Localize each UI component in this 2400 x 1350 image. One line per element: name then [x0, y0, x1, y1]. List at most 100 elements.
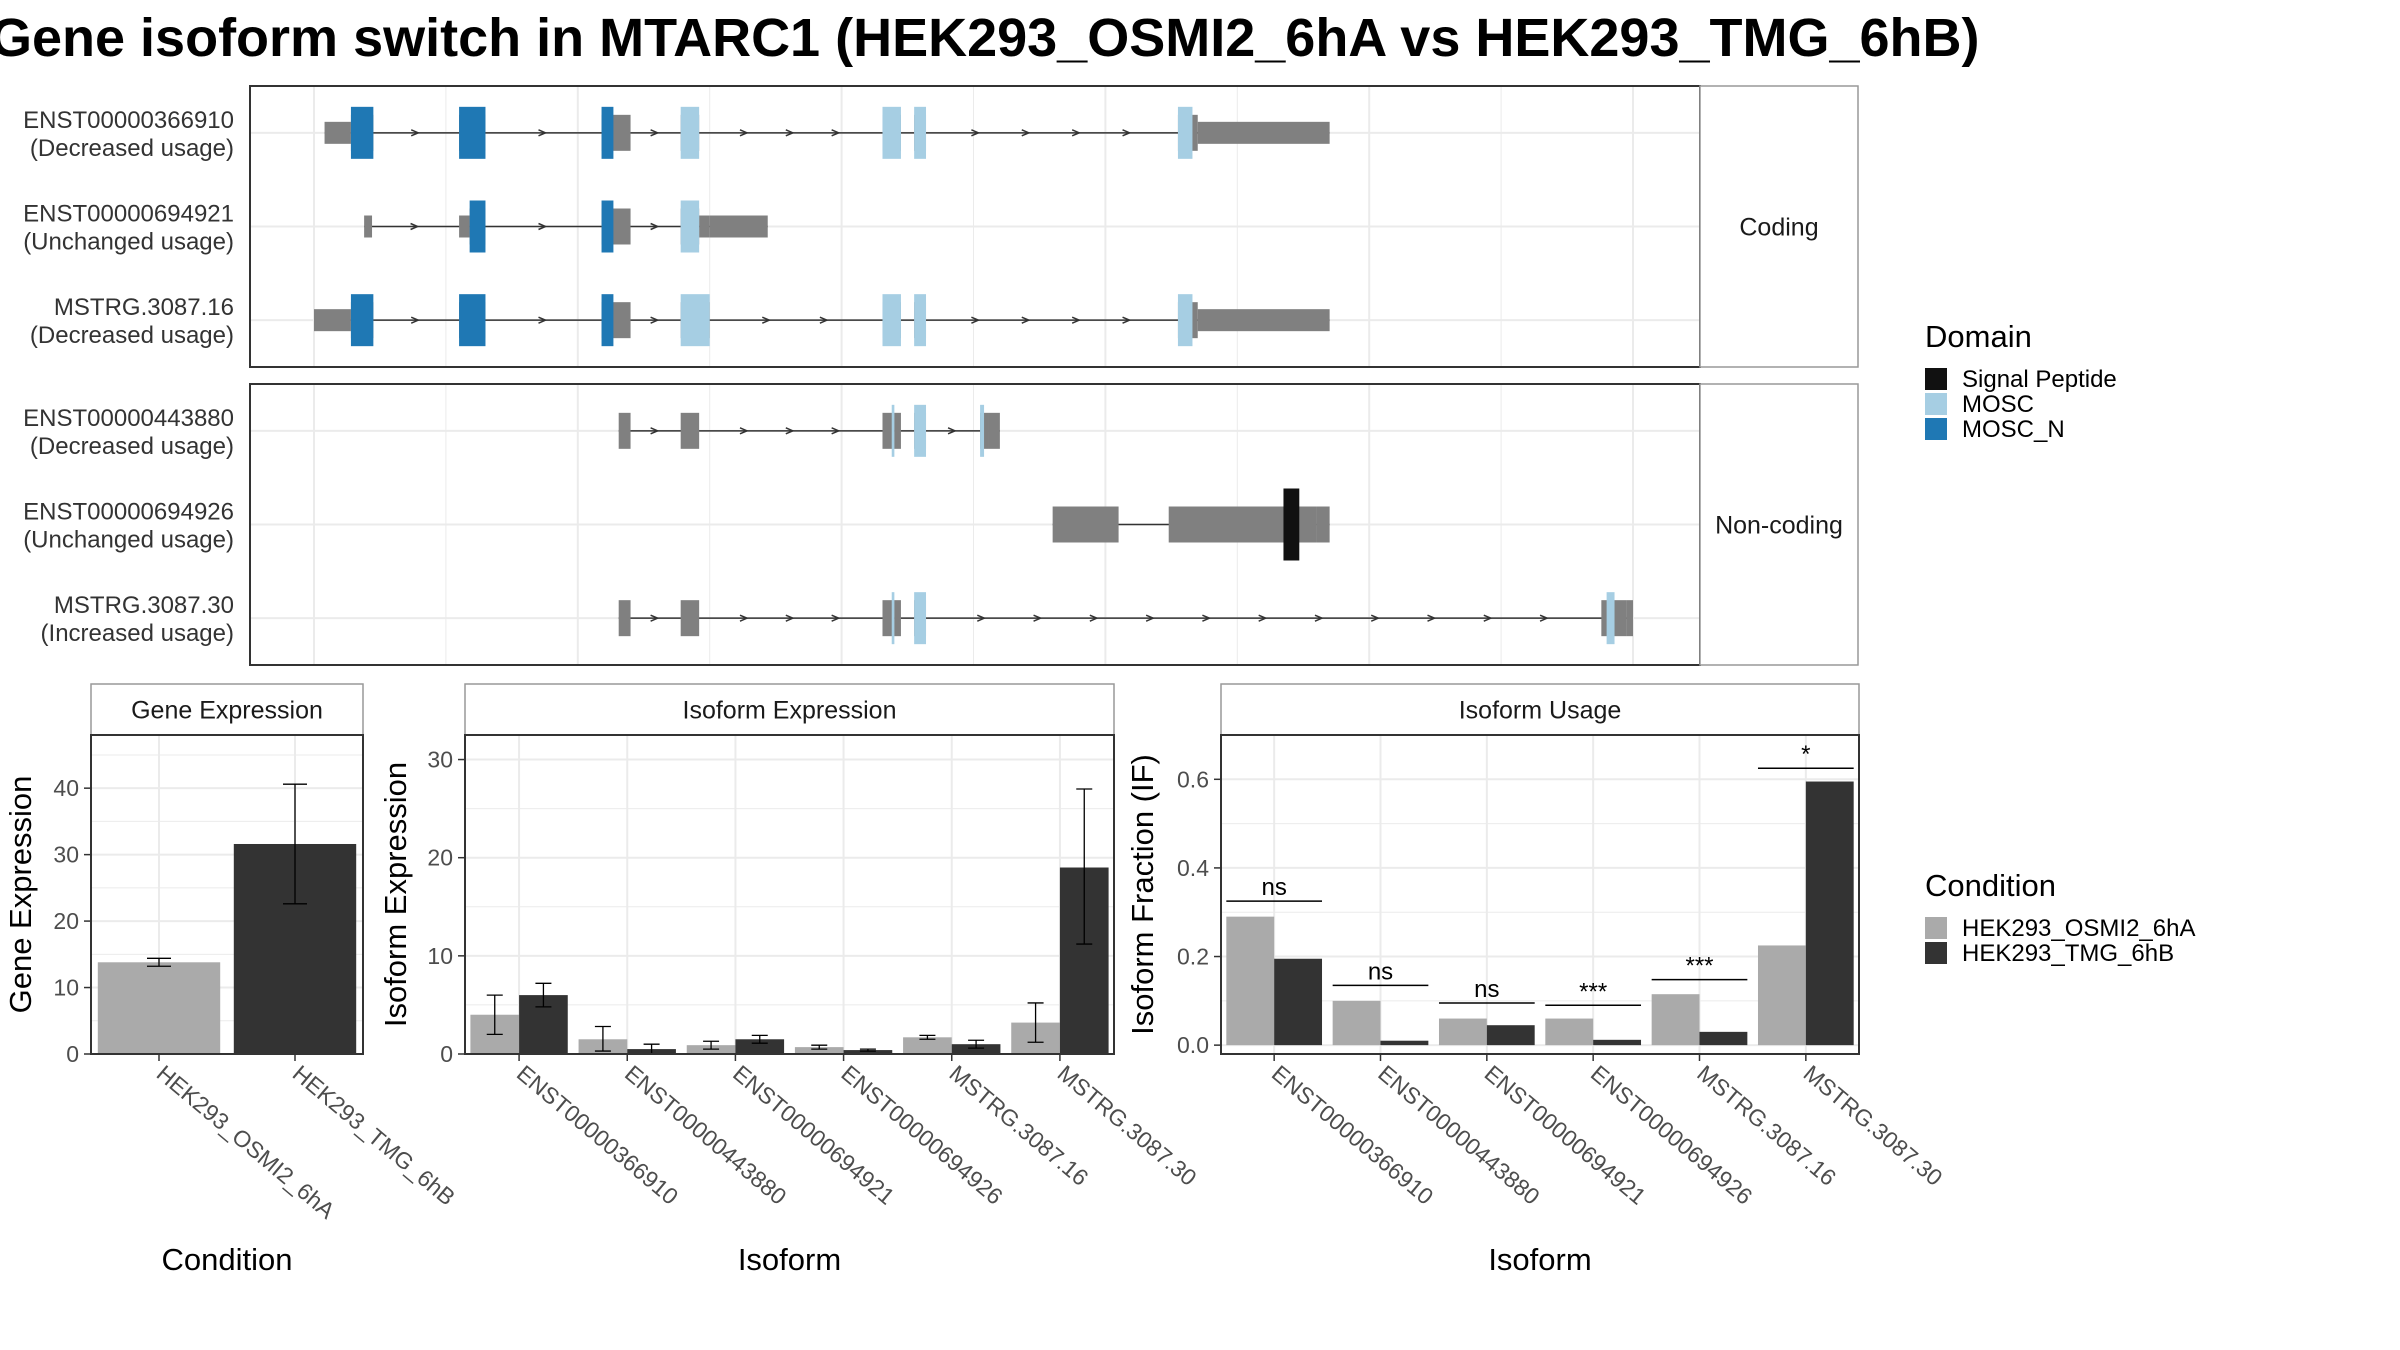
facet-strip-label: Coding	[1739, 214, 1818, 242]
bar	[1438, 1018, 1487, 1046]
exon-block	[699, 215, 710, 238]
gene-structure-plot: ENST00000366910(Decreased usage)ENST0000…	[23, 85, 1859, 666]
panel-border	[1220, 734, 1860, 1055]
bar	[1226, 916, 1275, 1046]
bar	[735, 1039, 785, 1054]
transcript-id-label: ENST00000443880	[23, 405, 234, 432]
y-axis-title: Gene Expression	[3, 776, 38, 1014]
y-tick-label: 20	[427, 845, 453, 871]
domain-block-mosc	[882, 294, 901, 347]
strand-arrow	[831, 427, 841, 435]
strand-arrow	[1071, 129, 1082, 137]
transcript-usage-label: (Unchanged usage)	[23, 527, 234, 554]
panel-border	[90, 734, 364, 1055]
strand-arrow	[538, 316, 548, 324]
strand-arrow	[1202, 614, 1212, 622]
legend-key	[1925, 942, 1947, 964]
exon-block	[894, 412, 901, 449]
bar	[1486, 1025, 1535, 1046]
strand-arrow	[1539, 614, 1549, 622]
domain-block-mosc	[980, 404, 985, 457]
y-tick-label: 30	[53, 842, 79, 868]
strand-arrow	[650, 614, 660, 622]
significance-label: ns	[1261, 874, 1286, 901]
strand-arrow	[1483, 614, 1493, 622]
exon-block	[618, 600, 631, 637]
bar	[951, 1044, 1001, 1054]
legend-label: HEK293_OSMI2_6hA	[1962, 915, 2195, 942]
legend-label: MOSC_N	[1962, 416, 2065, 443]
y-tick-label: 10	[53, 975, 79, 1001]
domain-block-mosc	[680, 200, 700, 253]
panel-border	[464, 734, 1115, 1055]
transcript-id-label: ENST00000694921	[23, 201, 234, 228]
significance-label: ns	[1368, 958, 1393, 985]
strand-arrow	[762, 316, 772, 324]
strand-arrow	[1370, 614, 1381, 622]
transcript-id-label: ENST00000366910	[23, 107, 234, 134]
legend-label: Signal Peptide	[1962, 366, 2117, 393]
domain-block-mosc-n	[350, 106, 374, 159]
domain-block-mosc	[914, 592, 927, 645]
domain-block-mosc	[680, 106, 700, 159]
strand-arrow	[650, 316, 660, 324]
bar	[1651, 994, 1700, 1046]
transcript-usage-label: (Unchanged usage)	[23, 229, 234, 256]
strand-arrow	[410, 129, 421, 137]
facet-strip-label: Gene Expression	[131, 697, 323, 725]
y-tick-label: 0	[66, 1041, 79, 1067]
legend-key	[1925, 368, 1947, 390]
y-tick-label: 0.2	[1177, 944, 1209, 970]
transcript-id-label: ENST00000694926	[23, 499, 234, 526]
bar	[97, 962, 221, 1054]
significance-label: ***	[1685, 953, 1713, 980]
y-tick-label: 0.4	[1177, 855, 1209, 881]
exon-block	[988, 412, 1000, 449]
x-axis-title: Isoform	[738, 1242, 841, 1277]
y-tick-label: 10	[427, 943, 453, 969]
y-tick-label: 20	[53, 908, 79, 934]
strand-arrow	[650, 222, 660, 231]
bar	[1274, 958, 1323, 1046]
strand-arrow	[1122, 129, 1132, 137]
strand-arrow	[976, 614, 987, 622]
domain-block-mosc	[1606, 592, 1615, 645]
x-axis-title: Condition	[162, 1242, 293, 1277]
bar	[843, 1050, 893, 1054]
facet-strip	[464, 683, 1115, 736]
exon-block	[324, 121, 351, 144]
strand-arrow	[650, 129, 660, 137]
exon-block	[1197, 309, 1330, 332]
domain-block-mosc	[882, 106, 901, 159]
y-tick-label: 40	[53, 775, 79, 801]
strand-arrow	[739, 614, 749, 622]
exon-block	[680, 412, 700, 449]
facet-strip	[1699, 85, 1859, 368]
exon-block	[1626, 600, 1633, 637]
exon-block	[709, 215, 768, 238]
transcript-id-label: MSTRG.3087.30	[54, 592, 234, 619]
facet-strip	[90, 683, 364, 736]
strand-arrow	[410, 222, 420, 231]
exon-block	[364, 215, 373, 238]
exon-block	[680, 600, 700, 637]
y-axis-title: Isoform Fraction (IF)	[1125, 754, 1160, 1035]
strand-arrow	[650, 427, 660, 435]
figure-title: Gene isoform switch in MTARC1 (HEK293_OS…	[0, 8, 1980, 68]
domain-block-mosc	[914, 106, 927, 159]
strand-arrow	[538, 222, 548, 231]
strand-arrow	[819, 316, 829, 324]
strand-arrow	[1089, 614, 1099, 622]
facet-strip-label: Isoform Usage	[1459, 697, 1622, 725]
exon-block	[1052, 506, 1119, 543]
strand-arrow	[785, 129, 795, 137]
exon-block	[882, 600, 895, 637]
facet-strip	[1220, 683, 1860, 736]
y-tick-label: 0.6	[1177, 766, 1209, 792]
isoform-expression-plot: Isoform Expression0102030ENST00000366910…	[378, 683, 1202, 1277]
domain-block-signal-peptide	[1283, 488, 1300, 561]
facet-strip-label: Non-coding	[1715, 512, 1843, 540]
